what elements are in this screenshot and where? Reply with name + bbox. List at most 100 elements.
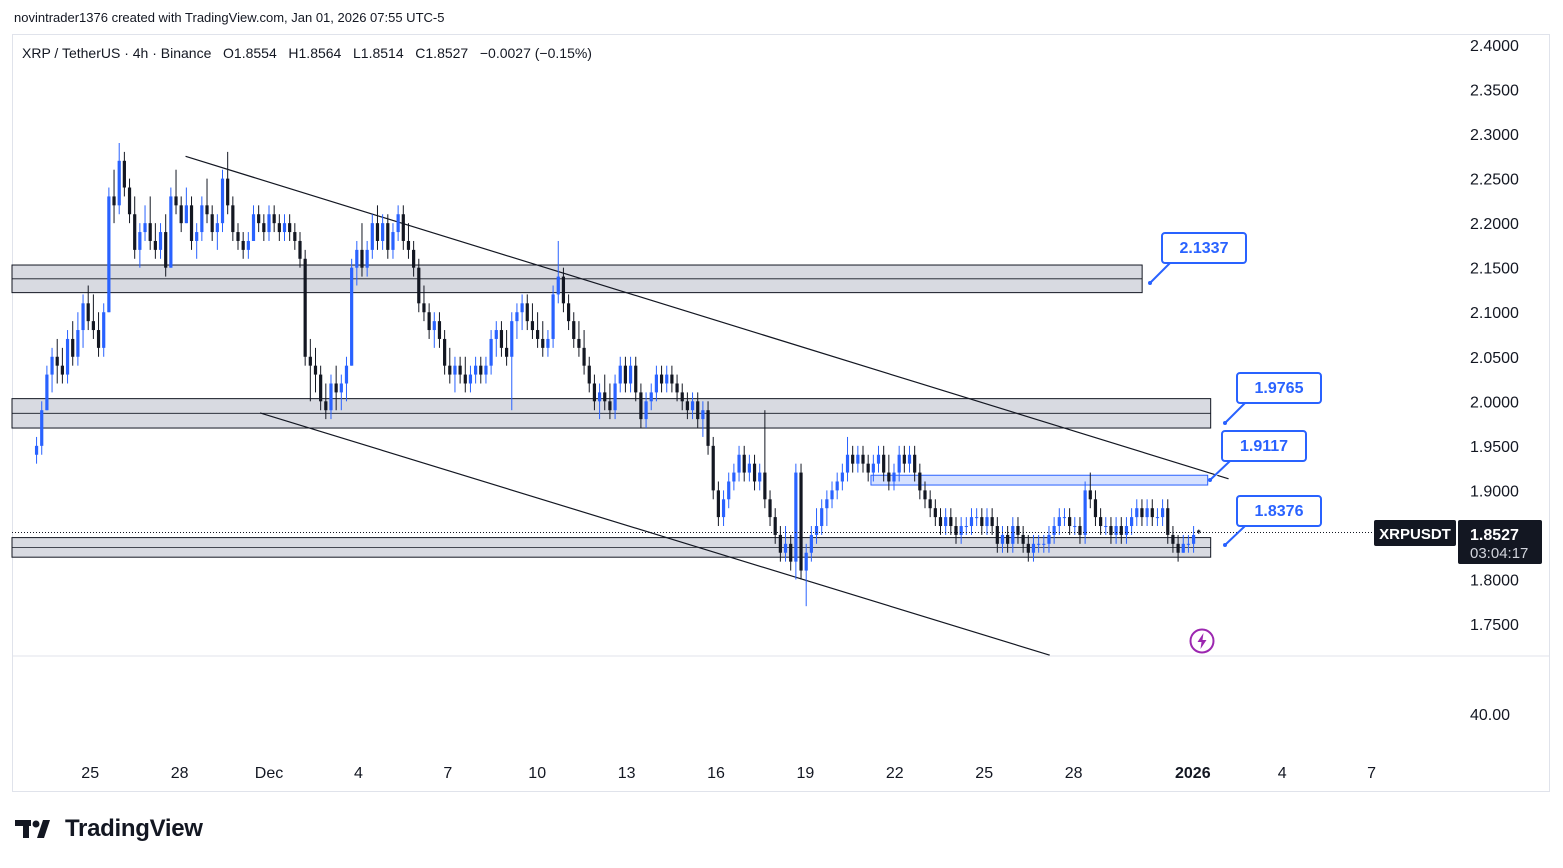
callout-anchor [1208, 478, 1212, 482]
candle-body [81, 303, 85, 331]
candle-body [892, 472, 896, 482]
candle-body [1037, 543, 1041, 545]
brand-name: TradingView [65, 815, 203, 842]
ticker-tag-label: XRPUSDT [1379, 526, 1451, 543]
candle-body [1186, 543, 1191, 545]
candle-body [375, 223, 380, 241]
candle-body [535, 330, 540, 339]
candle-body [510, 321, 514, 357]
candle-body [1083, 490, 1087, 535]
candle-body [969, 517, 974, 527]
candle-body [995, 526, 999, 544]
ticker-tag-bg [1374, 520, 1456, 546]
callout-label: 2.1337 [1180, 240, 1229, 257]
candle-body [1104, 526, 1108, 528]
candle-body [107, 196, 111, 313]
candle-body [566, 303, 571, 322]
candle-body [308, 356, 312, 366]
candle-body [618, 365, 622, 384]
candle-body [1016, 526, 1020, 535]
time-tick-label: 4 [354, 765, 363, 782]
candle-body [1181, 543, 1185, 553]
candle-body [799, 472, 803, 571]
candle-body [1042, 543, 1046, 545]
candle-body [985, 517, 989, 527]
candle-body [143, 223, 147, 233]
candle-body [127, 187, 132, 215]
candle-body [365, 249, 369, 268]
callout-box [1161, 232, 1247, 264]
time-axis: 25 28 Dec 4 7 10 13 16 19 22 25 28 2026 4 7 [81, 765, 1376, 782]
candle-body [897, 454, 901, 473]
candle-body [148, 223, 152, 241]
candle-body [370, 223, 374, 250]
candle-body [716, 490, 720, 518]
candle-body [189, 205, 194, 241]
candle-body [1109, 526, 1113, 535]
candle-body [1119, 526, 1123, 535]
candle-body [603, 392, 607, 402]
price-tick-label: 2.3500 [1470, 83, 1519, 100]
time-tick-label: 2026 [1175, 765, 1211, 782]
candle-body [980, 517, 984, 527]
candle-body [845, 454, 850, 473]
candle-body [334, 383, 338, 393]
candle-body [195, 232, 199, 241]
candle-body [1093, 499, 1098, 518]
candle-body [215, 223, 219, 233]
candle-body [448, 365, 452, 375]
candles [34, 142, 1201, 607]
candle-body [861, 454, 865, 464]
candle-body [453, 365, 457, 375]
candle-body [809, 534, 813, 553]
candle-body [742, 454, 746, 473]
candle-body [1068, 517, 1072, 527]
candle-body [840, 472, 844, 482]
candle-body [122, 160, 126, 188]
brand[interactable]: TradingView [15, 815, 203, 843]
candle-body [272, 214, 276, 224]
candle-body [1000, 534, 1005, 544]
candle-body [55, 356, 59, 366]
candle-body [577, 338, 581, 348]
candle-body [91, 321, 95, 331]
candle-body [499, 330, 504, 348]
candle-body [45, 374, 49, 411]
candle-body [628, 365, 633, 384]
price-tick-label: 2.2500 [1470, 172, 1519, 189]
candle-body [649, 392, 653, 402]
candle-body [210, 214, 214, 233]
candle-body [639, 392, 643, 420]
price-tag-bg [1458, 520, 1542, 564]
lower-channel-line [259, 412, 1050, 656]
candle-body [541, 338, 545, 348]
price-tick-label: 1.9000 [1470, 483, 1519, 500]
candle-body [474, 365, 478, 375]
candle-body [933, 508, 937, 518]
price-tick-label: 2.0000 [1470, 394, 1519, 411]
candle-body [918, 472, 922, 491]
symbol-legend: XRP / TetherUS · 4h · Binance O1.8554 H1… [22, 45, 592, 61]
candle-body [634, 365, 638, 393]
candle-body [1062, 517, 1067, 519]
candle-body [406, 240, 411, 250]
candle-body [443, 338, 447, 366]
candle-body [515, 312, 519, 322]
candle-body [422, 303, 426, 313]
candle-body [432, 321, 436, 331]
candle-body [876, 454, 881, 464]
candle-body [158, 232, 163, 250]
candle-body [949, 517, 953, 527]
candle-body [484, 365, 488, 375]
candle-body [386, 223, 390, 250]
candle-body [71, 338, 75, 357]
candle-body [231, 205, 235, 233]
lightning-icon[interactable] [1188, 627, 1216, 655]
candle-body [856, 454, 860, 464]
candle-body [768, 499, 772, 518]
candle-body [164, 232, 168, 268]
candle-body [153, 240, 157, 250]
candle-body [613, 383, 617, 411]
candle-body [355, 249, 359, 268]
